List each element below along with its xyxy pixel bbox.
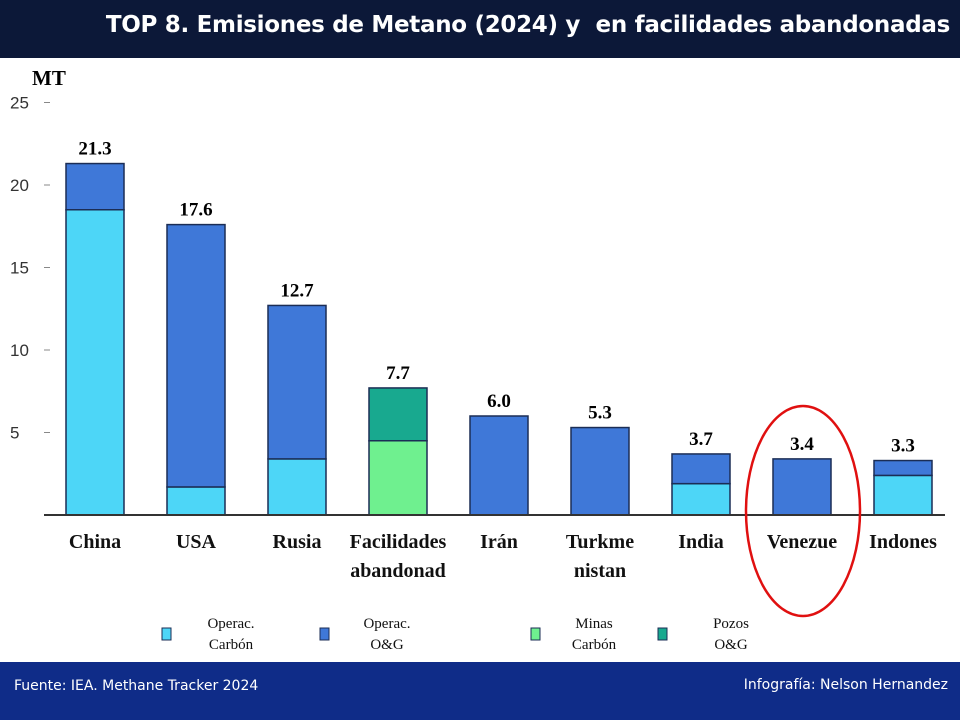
- legend-label: Pozos: [713, 616, 749, 632]
- data-label: 12.7: [280, 280, 314, 301]
- category-label: India: [678, 531, 724, 553]
- bar-segment: [65, 162, 125, 211]
- data-label: 21.3: [78, 139, 111, 160]
- y-tick-label: 10: [10, 341, 29, 360]
- bar-segment: [65, 209, 125, 516]
- legend-label: Carbón: [572, 637, 617, 653]
- category-label: USA: [176, 531, 217, 553]
- page-title: TOP 8. Emisiones de Metano (2024) y en f…: [105, 12, 950, 38]
- bar-segment: [368, 387, 428, 442]
- highlight-ellipse: [744, 404, 862, 618]
- source-text: Fuente: IEA. Methane Tracker 2024: [14, 678, 259, 694]
- header-bar: TOP 8. Emisiones de Metano (2024) y en f…: [0, 0, 960, 58]
- stacked-bar-chart: 5 10 15 20 25 21.3 China 17.6 USA 12.7 Rusia 7.7 Fac…: [10, 94, 945, 653]
- category-label: Irán: [480, 531, 518, 553]
- data-label: 17.6: [179, 200, 212, 221]
- bar-segment: [267, 458, 327, 516]
- y-tick-label: 20: [10, 176, 29, 195]
- data-label: 3.7: [689, 429, 713, 450]
- bar-segment: [368, 440, 428, 516]
- category-label: Rusia: [273, 531, 322, 553]
- data-label: 3.3: [891, 436, 915, 457]
- bar-segment: [166, 486, 226, 516]
- legend-swatch: [161, 627, 172, 641]
- legend-label: O&G: [370, 637, 404, 653]
- bar-segment: [873, 474, 933, 516]
- category-label: Facilidades: [350, 531, 447, 553]
- y-tick-label: 25: [10, 94, 29, 113]
- data-label: 7.7: [386, 363, 410, 384]
- category-label: Indones: [869, 531, 937, 553]
- bar-segment: [267, 304, 327, 460]
- bar-segment: [570, 426, 630, 516]
- bar-segment: [671, 482, 731, 516]
- bar-segment: [469, 415, 529, 516]
- bar-segment: [873, 459, 933, 477]
- category-label: abandonad: [350, 560, 446, 582]
- bar-segment: [166, 223, 226, 488]
- legend-label: Minas: [575, 616, 613, 632]
- data-label: 6.0: [487, 391, 511, 412]
- bar-segment: [671, 453, 731, 485]
- legend-label: O&G: [714, 637, 748, 653]
- y-axis-unit-label: MT: [32, 66, 66, 90]
- category-label: Turkme: [566, 531, 634, 553]
- legend-label: Operac.: [207, 616, 254, 632]
- data-label: 5.3: [588, 403, 612, 424]
- credit-text: Infografía: Nelson Hernandez: [743, 677, 948, 693]
- legend-swatch: [530, 627, 541, 641]
- category-label: nistan: [574, 560, 626, 582]
- category-label: China: [69, 531, 121, 553]
- footer-bar: Fuente: IEA. Methane Tracker 2024 Infogr…: [0, 662, 960, 720]
- legend-swatch: [319, 627, 330, 641]
- legend-label: Carbón: [209, 637, 254, 653]
- data-label: 3.4: [790, 434, 814, 455]
- bar-segment: [772, 458, 832, 516]
- y-tick-label: 5: [10, 424, 19, 443]
- legend-swatch: [657, 627, 668, 641]
- legend-label: Operac.: [363, 616, 410, 632]
- category-label: Venezue: [767, 531, 837, 553]
- y-tick-label: 15: [10, 259, 29, 278]
